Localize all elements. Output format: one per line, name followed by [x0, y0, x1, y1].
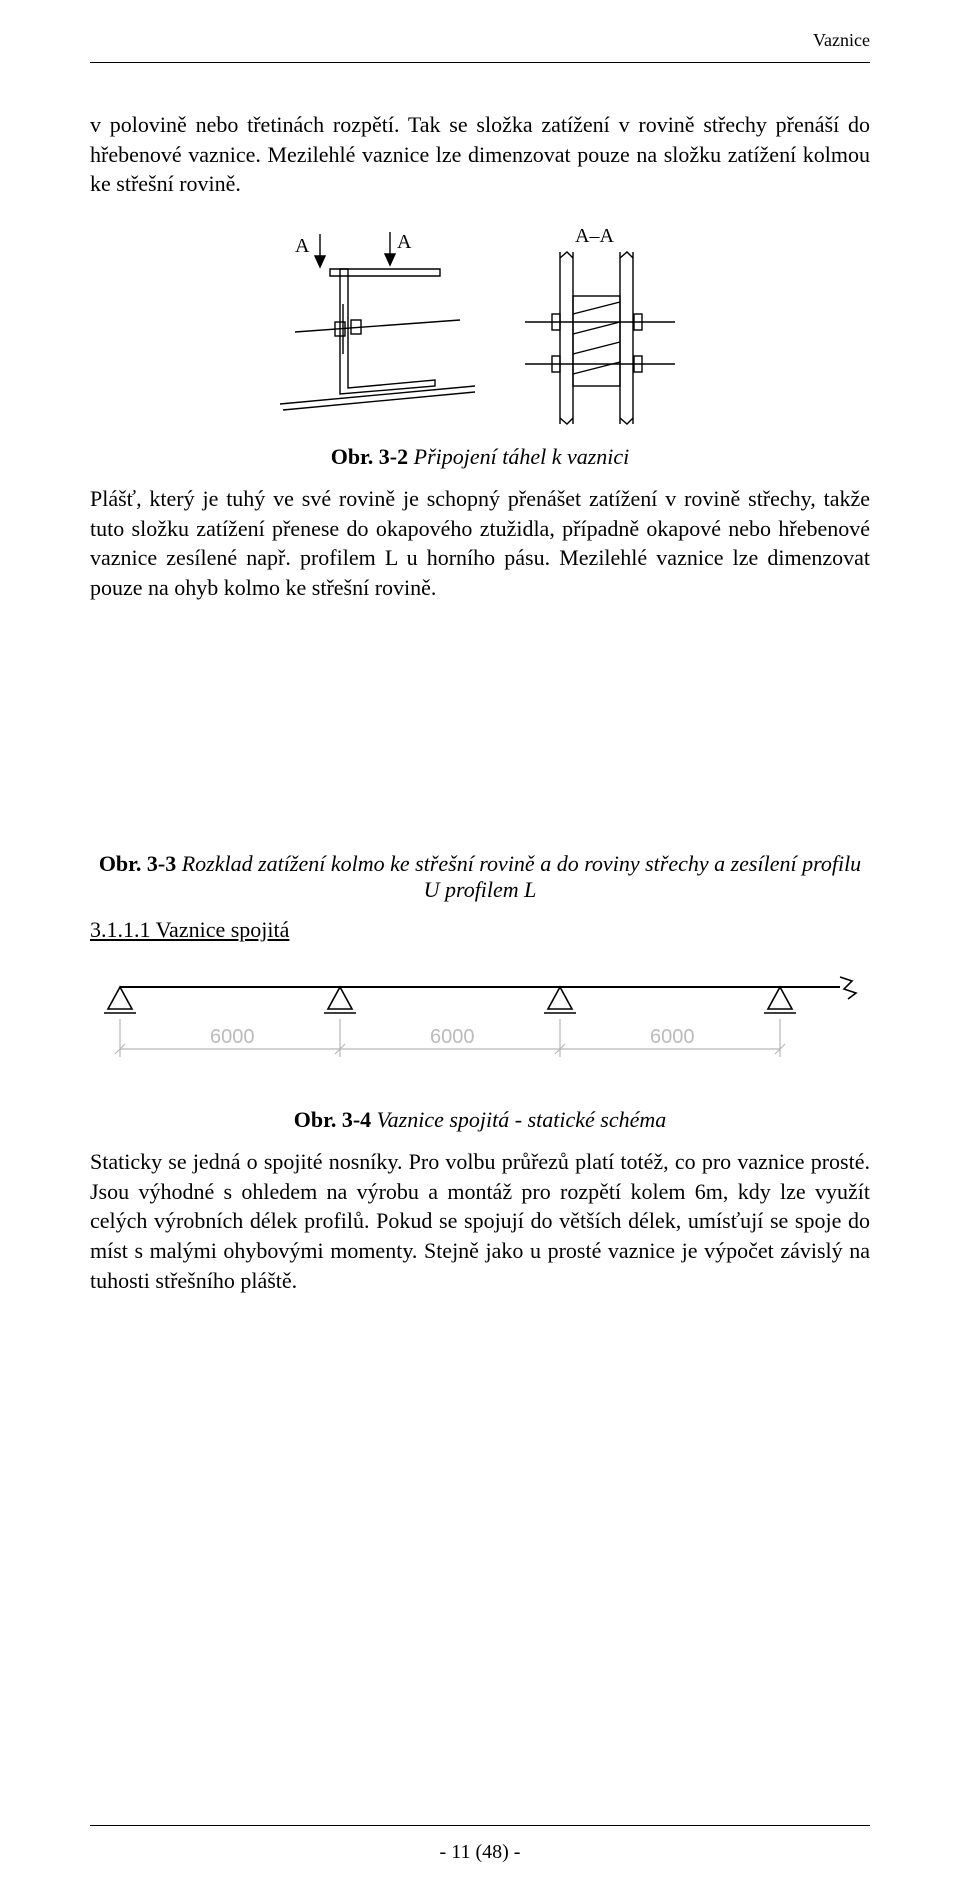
- caption-3-2-num: Obr. 3-2: [331, 444, 408, 469]
- paragraph-1: v polovině nebo třetinách rozpětí. Tak s…: [90, 110, 870, 199]
- heading-3-1-1-1: 3.1.1.1 Vaznice spojitá: [90, 917, 870, 943]
- heading-3-1-1-1-text: 3.1.1.1 Vaznice spojitá: [90, 917, 289, 942]
- caption-3-2: Obr. 3-2 Připojení táhel k vaznici: [90, 444, 870, 470]
- figure-3-2-svg: A A A–A: [265, 224, 695, 434]
- label-A-left: A: [295, 235, 310, 257]
- header-section-label: Vaznice: [813, 30, 870, 51]
- figure-3-2: A A A–A: [90, 224, 870, 434]
- figure-3-3-placeholder: [90, 621, 870, 841]
- content: v polovině nebo třetinách rozpětí. Tak s…: [90, 50, 870, 1295]
- caption-3-3-num: Obr. 3-3: [99, 851, 176, 876]
- span-dim-3: 6000: [650, 1026, 695, 1048]
- header-rule: [90, 62, 870, 63]
- caption-3-3-text: Rozklad zatížení kolmo ke střešní rovině…: [176, 851, 861, 902]
- span-dim-2: 6000: [430, 1026, 475, 1048]
- page: Vaznice v polovině nebo třetinách rozpět…: [0, 0, 960, 1904]
- label-A-A: A–A: [575, 225, 614, 247]
- span-dim-1: 6000: [210, 1026, 255, 1048]
- label-A-right: A: [397, 231, 412, 253]
- caption-3-4-text: Vaznice spojitá - statické schéma: [371, 1107, 666, 1132]
- footer-rule: [90, 1825, 870, 1826]
- figure-3-4: 6000 6000 6000: [90, 957, 870, 1077]
- page-number: - 11 (48) -: [0, 1841, 960, 1864]
- caption-3-2-text: Připojení táhel k vaznici: [408, 444, 629, 469]
- caption-3-3: Obr. 3-3 Rozklad zatížení kolmo ke střeš…: [90, 851, 870, 903]
- paragraph-3: Staticky se jedná o spojité nosníky. Pro…: [90, 1147, 870, 1295]
- paragraph-2: Plášť, který je tuhý ve své rovině je sc…: [90, 484, 870, 603]
- caption-3-4-num: Obr. 3-4: [294, 1107, 371, 1132]
- caption-3-4: Obr. 3-4 Vaznice spojitá - statické sché…: [90, 1107, 870, 1133]
- figure-3-4-svg: 6000 6000 6000: [100, 957, 860, 1077]
